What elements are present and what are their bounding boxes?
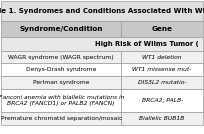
Bar [1,63,121,76]
Text: High Risk of Wilms Tumor (: High Risk of Wilms Tumor ( [95,41,199,47]
Text: Gene: Gene [152,26,173,32]
Bar [121,63,203,76]
Text: Fanconi anemia with biallelic mutations in
BRCA2 (FANCD1) or PALB2 (FANCN): Fanconi anemia with biallelic mutations … [0,95,124,106]
Bar [121,112,203,125]
Bar [1,37,203,51]
Bar [1,89,121,112]
Text: Table 1. Syndromes and Conditions Associated With Wilms: Table 1. Syndromes and Conditions Associ… [0,8,204,14]
Text: Biallelic BUB1B: Biallelic BUB1B [140,116,185,121]
Bar [1,51,121,63]
Text: WAGR syndrome (WAGR spectrum): WAGR syndrome (WAGR spectrum) [8,55,114,59]
Text: Denys-Drash syndrome: Denys-Drash syndrome [26,67,96,72]
Bar [1,1,203,21]
Text: BRCA2, PALB-: BRCA2, PALB- [142,98,183,103]
Bar [121,76,203,89]
Bar [121,21,203,37]
Text: Premature chromatid separation/mosaic: Premature chromatid separation/mosaic [1,116,122,121]
Text: Syndrome/Condition: Syndrome/Condition [19,26,103,32]
Bar [121,51,203,63]
Text: WT1 missense mut-: WT1 missense mut- [132,67,192,72]
Text: Perlman syndrome: Perlman syndrome [33,80,89,85]
Text: DIS3L2 mutatio-: DIS3L2 mutatio- [138,80,186,85]
Bar [1,21,121,37]
Bar [121,89,203,112]
Bar [1,76,121,89]
Bar [1,112,121,125]
Text: WT1 deletion: WT1 deletion [142,55,182,59]
